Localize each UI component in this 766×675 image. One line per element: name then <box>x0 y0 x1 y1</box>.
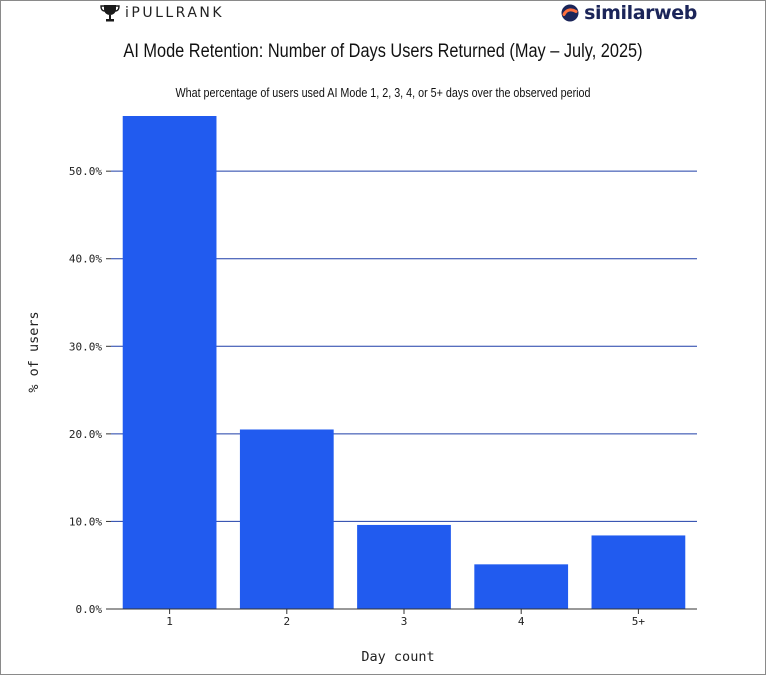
y-tick-label: 20.0% <box>69 428 102 441</box>
similarweb-mark-icon <box>561 4 579 22</box>
x-axis-label: Day count <box>361 649 434 665</box>
x-tick-label: 5+ <box>632 615 646 628</box>
axes: 0.0% 10.0% 20.0% 30.0% 40.0% 50.0% 1 2 3 4 5+ <box>69 165 697 628</box>
ipullrank-logo: iPULLRANK <box>99 1 224 25</box>
y-axis-label: % of users <box>26 311 42 392</box>
trophy-icon <box>100 5 120 22</box>
bar-4 <box>474 564 569 609</box>
y-tick-label: 10.0% <box>69 515 102 528</box>
chart-title: AI Mode Retention: Number of Days Users … <box>123 41 643 62</box>
bar-5plus <box>591 535 686 609</box>
similarweb-brand-name: similarweb <box>584 2 697 24</box>
y-tick-label: 40.0% <box>69 253 102 266</box>
x-tick-label: 2 <box>283 615 290 628</box>
chart-subtitle: What percentage of users used AI Mode 1,… <box>175 86 591 100</box>
bar-1 <box>122 116 217 609</box>
y-tick-label: 30.0% <box>69 340 102 353</box>
y-tick-label: 50.0% <box>69 165 102 178</box>
bar-2 <box>239 429 334 609</box>
ipullrank-brand-name: iPULLRANK <box>125 5 225 21</box>
x-tick-label: 4 <box>518 615 525 628</box>
similarweb-logo: similarweb <box>561 1 697 25</box>
bars <box>122 116 686 609</box>
x-tick-label: 3 <box>401 615 408 628</box>
x-tick-label: 1 <box>166 615 173 628</box>
bar-3 <box>357 524 451 609</box>
y-tick-label: 0.0% <box>76 603 103 616</box>
